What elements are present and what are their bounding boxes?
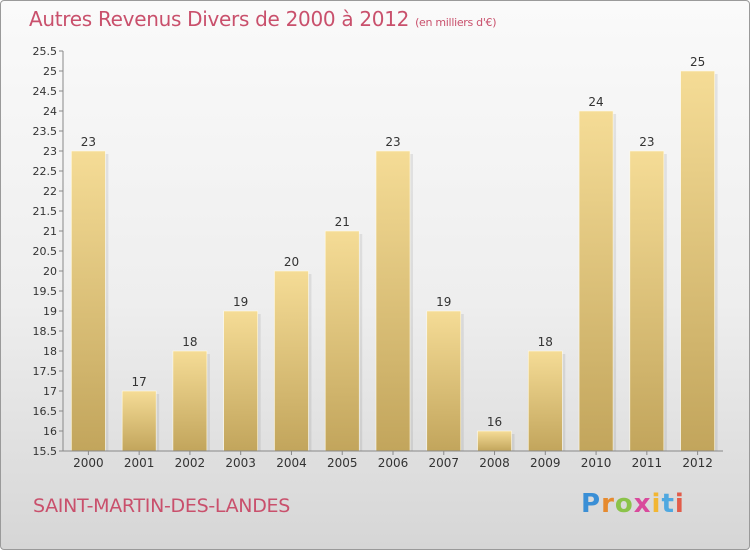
x-tick-label-2001: 2001	[124, 456, 155, 470]
value-label-2001: 17	[132, 375, 147, 389]
x-tick-label-2003: 2003	[225, 456, 256, 470]
y-tick-label: 24	[43, 105, 57, 118]
x-tick-label-2008: 2008	[479, 456, 510, 470]
bar-2003	[223, 310, 258, 452]
y-tick-label: 17.5	[33, 365, 58, 378]
x-tick-label-2006: 2006	[378, 456, 409, 470]
x-tick-label-2010: 2010	[581, 456, 612, 470]
value-label-2011: 23	[639, 135, 654, 149]
y-tick-label: 24.5	[33, 85, 58, 98]
x-tick-label-2007: 2007	[428, 456, 459, 470]
y-tick-label: 18.5	[33, 325, 58, 338]
x-tick-label-2012: 2012	[682, 456, 713, 470]
bar-2001	[121, 390, 157, 452]
y-tick-label: 17	[43, 385, 57, 398]
x-tick-label-2002: 2002	[175, 456, 206, 470]
y-tick-label: 20.5	[33, 245, 58, 258]
value-label-2008: 16	[487, 415, 502, 429]
y-axis: 15.5 16 16.5 17 17.5 18 18.5 19 19.5 20 20.5 21 21.5…	[33, 45, 64, 458]
value-label-2010: 24	[588, 95, 603, 109]
x-tick-label-2005: 2005	[327, 456, 358, 470]
value-label-2003: 19	[233, 295, 248, 309]
y-tick-label: 19.5	[33, 285, 58, 298]
chart-title: Autres Revenus Divers de 2000 à 2012 (en …	[29, 7, 497, 31]
y-tick-label: 19	[43, 305, 57, 318]
bar-2011	[629, 150, 665, 452]
value-label-2005: 21	[335, 215, 350, 229]
bar-2004	[274, 270, 309, 452]
bars: 23 17 18 19 20 21 23 19 16 18 24 23 25	[71, 55, 718, 452]
value-label-2000: 23	[81, 135, 96, 149]
value-label-2012: 25	[690, 55, 705, 69]
value-label-2002: 18	[182, 335, 197, 349]
y-tick-label: 21.5	[33, 205, 58, 218]
bar-2009	[528, 350, 563, 452]
y-tick-label: 18	[43, 345, 57, 358]
y-tick-label: 15.5	[33, 445, 58, 458]
bar-2006	[375, 150, 411, 452]
y-tick-label: 16.5	[33, 405, 58, 418]
x-tick-label-2004: 2004	[276, 456, 307, 470]
chart-title-text: Autres Revenus Divers de 2000 à 2012	[29, 7, 410, 31]
y-tick-label: 22.5	[33, 165, 58, 178]
commune-name: SAINT-MARTIN-DES-LANDES	[33, 495, 291, 517]
y-tick-label: 25	[43, 65, 57, 78]
y-tick-label: 20	[43, 265, 57, 278]
value-label-2007: 19	[436, 295, 451, 309]
bar-2002	[172, 350, 208, 452]
y-tick-label: 25.5	[33, 45, 58, 58]
bar-2005	[324, 230, 360, 452]
bar-chart: 15.5 16 16.5 17 17.5 18 18.5 19 19.5 20 20.5 21 21.5…	[33, 45, 723, 470]
bar-2008	[477, 430, 512, 452]
bar-2012	[680, 70, 715, 452]
bar-2000	[71, 150, 106, 452]
y-tick-label: 16	[43, 425, 57, 438]
value-label-2009: 18	[538, 335, 553, 349]
x-axis: 2000 2001 2002 2003 2004 2005 2006 2007 2008 2009…	[63, 450, 723, 470]
y-tick-label: 23.5	[33, 125, 58, 138]
proxiti-logo: Proxiti	[581, 489, 685, 519]
y-tick-label: 22	[43, 185, 57, 198]
x-tick-label-2000: 2000	[73, 456, 104, 470]
value-label-2006: 23	[385, 135, 400, 149]
x-tick-label-2009: 2009	[530, 456, 561, 470]
value-label-2004: 20	[284, 255, 299, 269]
bar-2010	[578, 110, 614, 452]
x-tick-label-2011: 2011	[632, 456, 663, 470]
y-tick-label: 23	[43, 145, 57, 158]
bar-2007	[426, 310, 462, 452]
y-tick-label: 21	[43, 225, 57, 238]
chart-unit: (en milliers d'€)	[415, 16, 497, 29]
